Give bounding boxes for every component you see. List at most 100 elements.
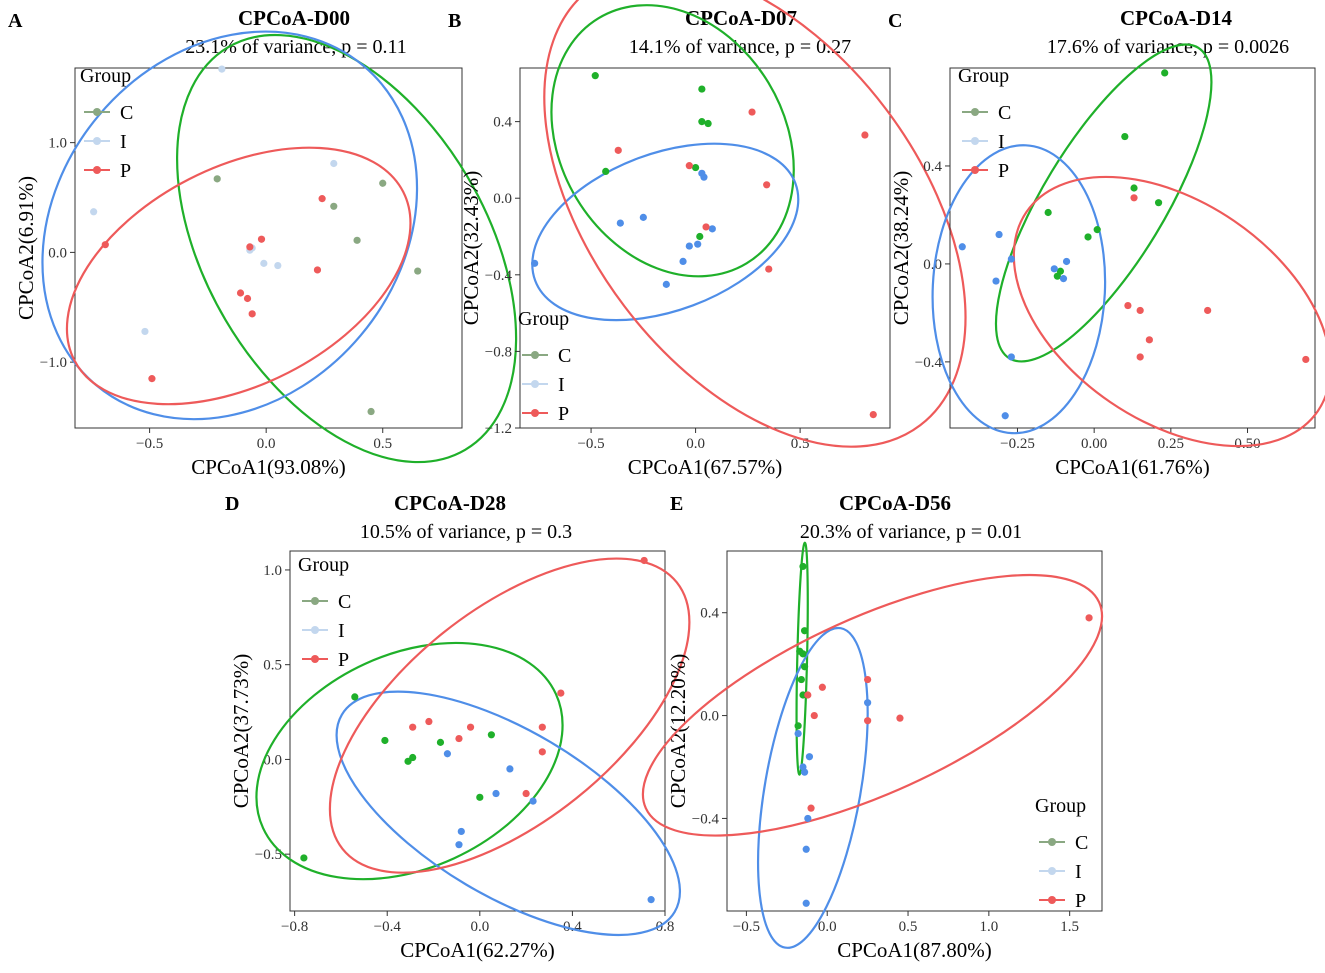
points — [958, 69, 1310, 420]
point-c — [436, 738, 445, 746]
point-c — [698, 85, 706, 93]
legend-label-c: C — [558, 345, 571, 367]
panel-title: CPCoA-D56 — [839, 491, 951, 515]
point-i — [708, 225, 716, 233]
legend-key-dot — [531, 409, 539, 417]
panel-letter: D — [225, 493, 239, 515]
legend-label-p: P — [1075, 890, 1086, 912]
point-p — [1302, 355, 1310, 364]
point-i — [662, 280, 670, 288]
legend: Group CIP — [80, 65, 133, 182]
ellipse-group-p — [1012, 175, 1325, 448]
point-p — [246, 243, 254, 251]
point-p — [614, 146, 622, 154]
y-tick-label: 0.0 — [48, 245, 67, 261]
legend-key-dot — [93, 137, 101, 145]
legend: Group CIP — [518, 308, 571, 425]
point-c — [1053, 272, 1061, 280]
point-i — [141, 327, 149, 336]
point-c — [704, 119, 712, 128]
point-c — [381, 736, 389, 745]
ellipse-group-i — [335, 690, 682, 937]
point-p — [765, 265, 773, 273]
x-tick-label: 0.5 — [373, 436, 392, 452]
point-i — [804, 814, 812, 823]
plot-frame — [289, 550, 666, 912]
x-tick-label: −0.8 — [281, 919, 308, 935]
x-tick-label: 0.50 — [1234, 436, 1260, 452]
point-p — [807, 804, 815, 812]
x-tick-label: 0.0 — [257, 436, 276, 452]
point-i — [958, 243, 966, 251]
point-i — [529, 797, 537, 805]
y-axis-title: CPCoA2(38.24%) — [889, 171, 913, 326]
x-tick-label: 0.8 — [656, 919, 675, 935]
point-p — [640, 556, 648, 565]
point-i — [1001, 412, 1009, 420]
panel-letter: C — [888, 10, 902, 32]
point-i — [794, 729, 802, 738]
point-p — [1145, 336, 1153, 344]
legend-label-c: C — [1075, 832, 1088, 854]
point-c — [367, 407, 375, 416]
point-i — [492, 789, 500, 798]
point-i — [1062, 257, 1071, 266]
point-p — [864, 717, 872, 725]
x-tick-label: 0.0 — [686, 436, 705, 452]
points — [300, 556, 655, 904]
point-p — [522, 789, 530, 798]
point-c — [797, 675, 805, 684]
y-tick-label: 0.5 — [263, 658, 282, 674]
legend-label-p: P — [120, 160, 131, 182]
plot-frame — [74, 67, 463, 429]
x-tick-label: 1.5 — [1060, 919, 1079, 935]
ellipse-group-i — [931, 144, 1107, 435]
point-p — [861, 131, 869, 139]
x-tick-label: 0.25 — [1158, 436, 1184, 452]
point-p — [409, 723, 417, 731]
x-tick-label: 0.00 — [1081, 436, 1107, 452]
ellipse-group-c — [550, 4, 795, 278]
legend-label-i: I — [998, 131, 1005, 153]
legend-key-dot — [531, 351, 539, 359]
point-c — [794, 722, 802, 730]
x-tick-label: −0.4 — [374, 919, 402, 935]
point-i — [1050, 265, 1058, 273]
y-tick-label: 0.4 — [700, 606, 719, 622]
point-p — [869, 410, 877, 419]
x-tick-label: 0.0 — [818, 919, 837, 935]
point-i — [694, 240, 702, 248]
y-tick-label: 0.0 — [493, 191, 512, 207]
legend-key-dot — [311, 655, 319, 663]
legend: Group CIP — [1035, 795, 1088, 912]
x-tick-label: −0.25 — [1000, 436, 1035, 452]
point-c — [800, 663, 809, 671]
x-axis-title: CPCoA1(62.27%) — [400, 938, 555, 962]
legend-label-i: I — [1075, 861, 1082, 883]
point-i — [800, 768, 809, 776]
y-tick-label: 0.0 — [263, 752, 282, 768]
legend: Group CIP — [298, 554, 351, 671]
point-i — [647, 896, 655, 904]
point-c — [799, 650, 807, 658]
point-p — [748, 108, 756, 116]
ellipse-group-p — [328, 557, 691, 874]
y-tick-label: 0.0 — [923, 257, 942, 273]
point-i — [805, 753, 814, 761]
point-c — [1093, 226, 1101, 234]
point-c — [799, 562, 807, 571]
point-c — [213, 175, 221, 183]
ellipse-group-c — [255, 641, 564, 881]
x-tick-label: −0.5 — [733, 919, 760, 935]
panel-letter: B — [448, 10, 461, 32]
point-i — [457, 827, 465, 836]
point-i — [1059, 275, 1068, 283]
point-i — [218, 65, 226, 73]
panel-subtitle: 20.3% of variance, p = 0.01 — [800, 521, 1022, 543]
point-p — [236, 289, 245, 297]
point-p — [1130, 194, 1138, 202]
point-i — [802, 845, 810, 853]
point-p — [248, 310, 256, 318]
